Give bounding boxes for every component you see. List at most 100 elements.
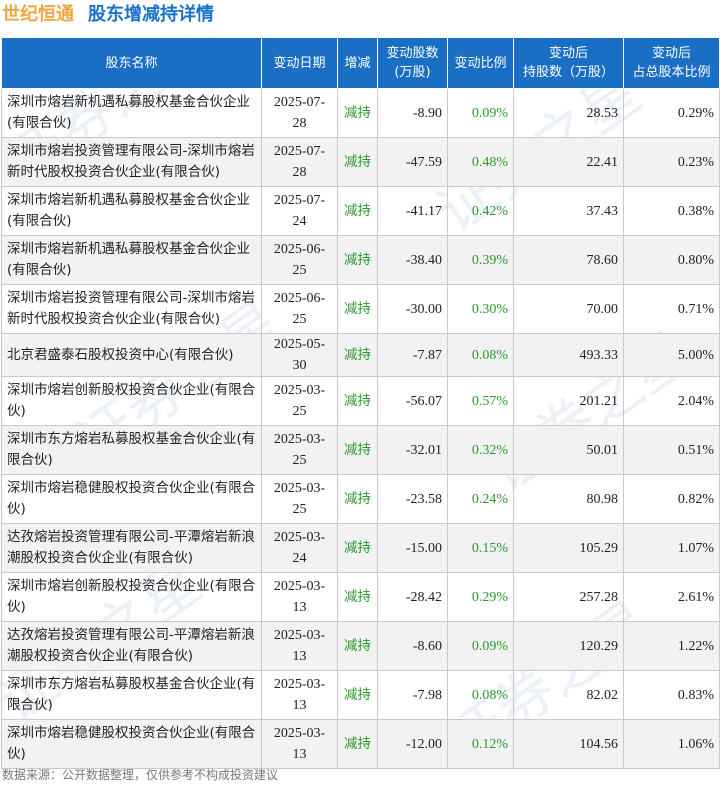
pct-after-cell: 0.51% <box>623 425 720 475</box>
shareholder-changes-table: 股东名称 变动日期 增减 变动股数 (万股) 变动比例 变动后 持股数（万股） … <box>1 37 720 769</box>
holding-after-cell: 201.21 <box>513 376 624 426</box>
direction-cell: 减持 <box>337 333 378 377</box>
pct-after-cell: 0.29% <box>623 88 720 138</box>
column-header-holding-after: 变动后 持股数（万股） <box>513 37 624 89</box>
change-date-cell: 2025-07-28 <box>261 137 338 187</box>
change-ratio-cell: 0.48% <box>447 137 514 187</box>
holding-after-cell: 28.53 <box>513 88 624 138</box>
page-subject: 股东增减持详情 <box>88 4 214 25</box>
holding-after-cell: 105.29 <box>513 523 624 573</box>
pct-after-cell: 1.07% <box>623 523 720 573</box>
change-ratio-cell: 0.09% <box>447 88 514 138</box>
direction-cell: 减持 <box>337 376 378 426</box>
change-ratio-cell: 0.12% <box>447 719 514 769</box>
table-row: 达孜熔岩投资管理有限公司-平潭熔岩新浪潮股权投资合伙企业(有限合伙) 2025-0… <box>1 621 720 671</box>
shareholder-name-cell: 北京君盛泰石股权投资中心(有限合伙) <box>1 333 262 377</box>
change-ratio-cell: 0.39% <box>447 235 514 285</box>
change-ratio-cell: 0.29% <box>447 572 514 622</box>
direction-cell: 减持 <box>337 284 378 334</box>
direction-cell: 减持 <box>337 425 378 475</box>
shareholder-name-cell: 深圳市熔岩投资管理有限公司-深圳市熔岩新时代股权投资合伙企业(有限合伙) <box>1 284 262 334</box>
shares-changed-cell: -7.98 <box>377 670 448 720</box>
table-row: 深圳市熔岩新机遇私募股权基金合伙企业(有限合伙) 2025-07-28 减持 -8.9… <box>1 88 720 138</box>
change-date-cell: 2025-03-24 <box>261 523 338 573</box>
shareholder-name-cell: 达孜熔岩投资管理有限公司-平潭熔岩新浪潮股权投资合伙企业(有限合伙) <box>1 523 262 573</box>
change-date-cell: 2025-05-30 <box>261 333 338 377</box>
direction-cell: 减持 <box>337 523 378 573</box>
table-row: 深圳市熔岩创新股权投资合伙企业(有限合伙) 2025-03-25 减持 -56.07 0… <box>1 376 720 426</box>
table-row: 深圳市东方熔岩私募股权基金合伙企业(有限合伙) 2025-03-25 减持 -32.0… <box>1 425 720 475</box>
change-ratio-cell: 0.08% <box>447 670 514 720</box>
column-header-date: 变动日期 <box>261 37 338 89</box>
change-date-cell: 2025-07-24 <box>261 186 338 236</box>
pct-after-cell: 0.23% <box>623 137 720 187</box>
table-header-row: 股东名称 变动日期 增减 变动股数 (万股) 变动比例 变动后 持股数（万股） … <box>1 37 720 89</box>
shares-changed-cell: -30.00 <box>377 284 448 334</box>
direction-cell: 减持 <box>337 137 378 187</box>
change-ratio-cell: 0.32% <box>447 425 514 475</box>
direction-cell: 减持 <box>337 474 378 524</box>
direction-cell: 减持 <box>337 670 378 720</box>
column-header-shares-changed: 变动股数 (万股) <box>377 37 448 89</box>
shareholder-name-cell: 深圳市东方熔岩私募股权基金合伙企业(有限合伙) <box>1 425 262 475</box>
change-date-cell: 2025-07-28 <box>261 88 338 138</box>
change-ratio-cell: 0.42% <box>447 186 514 236</box>
direction-cell: 减持 <box>337 235 378 285</box>
change-ratio-cell: 0.15% <box>447 523 514 573</box>
direction-cell: 减持 <box>337 621 378 671</box>
pct-after-cell: 0.82% <box>623 474 720 524</box>
holding-after-cell: 80.98 <box>513 474 624 524</box>
shares-changed-cell: -47.59 <box>377 137 448 187</box>
table-row: 深圳市熔岩稳健股权投资合伙企业(有限合伙) 2025-03-13 减持 -12.00 0… <box>1 719 720 769</box>
holding-after-cell: 70.00 <box>513 284 624 334</box>
shares-changed-cell: -8.90 <box>377 88 448 138</box>
table-row: 北京君盛泰石股权投资中心(有限合伙) 2025-05-30 减持 -7.87 0.08%… <box>1 333 720 377</box>
change-date-cell: 2025-03-13 <box>261 670 338 720</box>
direction-cell: 减持 <box>337 88 378 138</box>
change-date-cell: 2025-03-13 <box>261 719 338 769</box>
pct-after-cell: 1.06% <box>623 719 720 769</box>
shareholder-name-cell: 深圳市熔岩创新股权投资合伙企业(有限合伙) <box>1 572 262 622</box>
page-title: 世纪恒通 股东增减持详情 <box>2 0 214 36</box>
table-row: 深圳市东方熔岩私募股权基金合伙企业(有限合伙) 2025-03-13 减持 -7.98… <box>1 670 720 720</box>
company-name: 世纪恒通 <box>2 4 74 25</box>
table-row: 深圳市熔岩稳健股权投资合伙企业(有限合伙) 2025-03-25 减持 -23.58 0… <box>1 474 720 524</box>
shareholder-name-cell: 达孜熔岩投资管理有限公司-平潭熔岩新浪潮股权投资合伙企业(有限合伙) <box>1 621 262 671</box>
table-row: 深圳市熔岩投资管理有限公司-深圳市熔岩新时代股权投资合伙企业(有限合伙) 2025… <box>1 137 720 187</box>
shares-changed-cell: -32.01 <box>377 425 448 475</box>
column-header-pct-after: 变动后 占总股本比例 <box>623 37 720 89</box>
holding-after-cell: 120.29 <box>513 621 624 671</box>
shareholder-name-cell: 深圳市熔岩稳健股权投资合伙企业(有限合伙) <box>1 474 262 524</box>
pct-after-cell: 1.22% <box>623 621 720 671</box>
shares-changed-cell: -15.00 <box>377 523 448 573</box>
direction-cell: 减持 <box>337 572 378 622</box>
change-date-cell: 2025-06-25 <box>261 235 338 285</box>
pct-after-cell: 0.80% <box>623 235 720 285</box>
holding-after-cell: 22.41 <box>513 137 624 187</box>
holding-after-cell: 257.28 <box>513 572 624 622</box>
change-ratio-cell: 0.08% <box>447 333 514 377</box>
table-row: 深圳市熔岩新机遇私募股权基金合伙企业(有限合伙) 2025-07-24 减持 -41.… <box>1 186 720 236</box>
shares-changed-cell: -23.58 <box>377 474 448 524</box>
shareholder-name-cell: 深圳市熔岩新机遇私募股权基金合伙企业(有限合伙) <box>1 88 262 138</box>
direction-cell: 减持 <box>337 186 378 236</box>
shareholder-name-cell: 深圳市熔岩稳健股权投资合伙企业(有限合伙) <box>1 719 262 769</box>
change-ratio-cell: 0.09% <box>447 621 514 671</box>
holding-after-cell: 104.56 <box>513 719 624 769</box>
shareholder-name-cell: 深圳市熔岩新机遇私募股权基金合伙企业(有限合伙) <box>1 235 262 285</box>
pct-after-cell: 0.38% <box>623 186 720 236</box>
shares-changed-cell: -12.00 <box>377 719 448 769</box>
shares-changed-cell: -28.42 <box>377 572 448 622</box>
column-header-shareholder: 股东名称 <box>1 37 262 89</box>
column-header-change-ratio: 变动比例 <box>447 37 514 89</box>
data-source-note: 数据来源：公开数据整理，仅供参考不构成投资建议 <box>2 768 279 782</box>
table-row: 深圳市熔岩创新股权投资合伙企业(有限合伙) 2025-03-13 减持 -28.42 0… <box>1 572 720 622</box>
shareholder-name-cell: 深圳市熔岩投资管理有限公司-深圳市熔岩新时代股权投资合伙企业(有限合伙) <box>1 137 262 187</box>
pct-after-cell: 0.71% <box>623 284 720 334</box>
shares-changed-cell: -41.17 <box>377 186 448 236</box>
column-header-direction: 增减 <box>337 37 378 89</box>
change-ratio-cell: 0.24% <box>447 474 514 524</box>
shares-changed-cell: -38.40 <box>377 235 448 285</box>
table-row: 深圳市熔岩投资管理有限公司-深圳市熔岩新时代股权投资合伙企业(有限合伙) 2025… <box>1 284 720 334</box>
change-date-cell: 2025-03-13 <box>261 572 338 622</box>
